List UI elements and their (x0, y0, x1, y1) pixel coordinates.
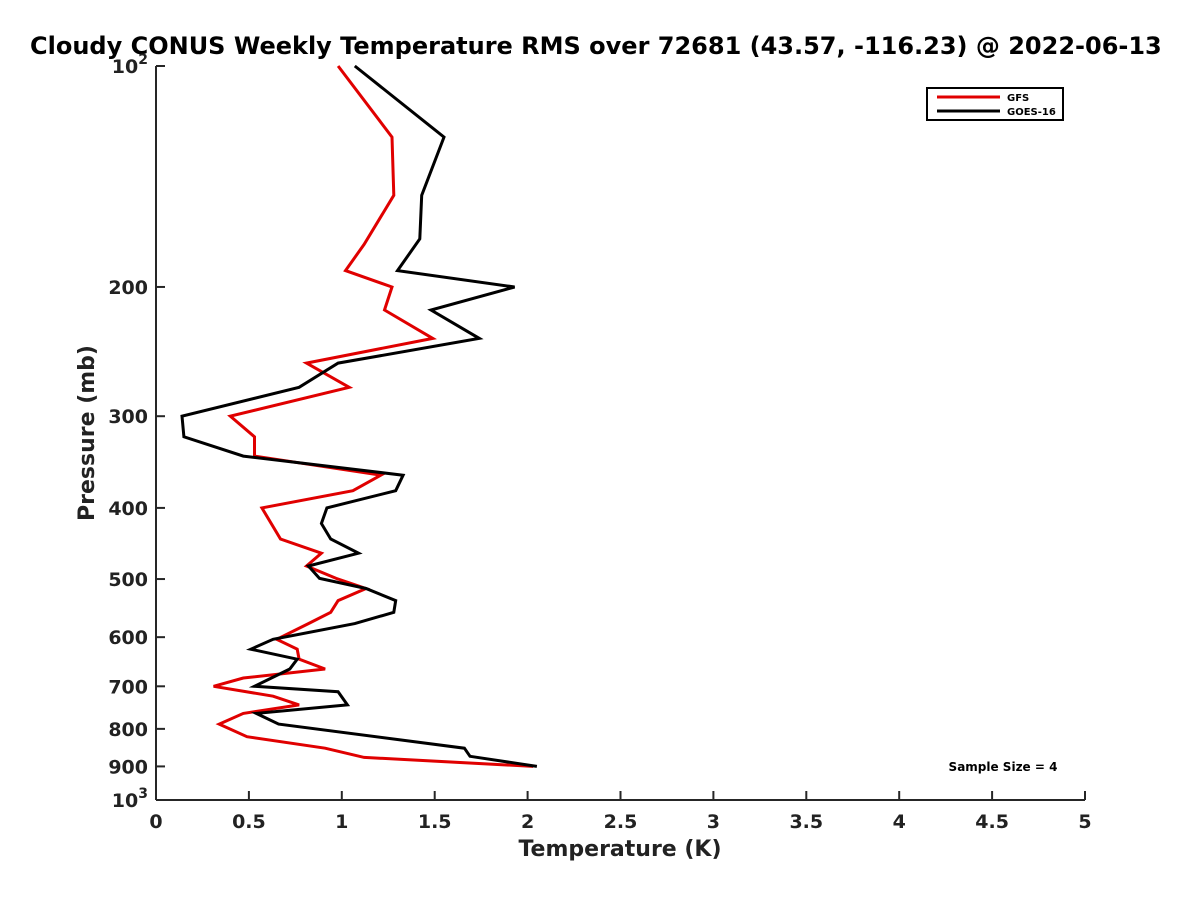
x-tick-label: 3 (707, 811, 720, 833)
y-tick-label: 900 (108, 756, 148, 778)
x-tick-label: 0.5 (232, 811, 266, 833)
x-tick-label: 1.5 (418, 811, 452, 833)
x-tick-label: 0 (149, 811, 162, 833)
x-tick-label: 4 (893, 811, 906, 833)
x-tick-label: 5 (1078, 811, 1091, 833)
x-tick-label: 1 (335, 811, 348, 833)
x-tick-label: 2.5 (604, 811, 638, 833)
y-tick-label: 700 (108, 676, 148, 698)
y-tick-label: 300 (108, 406, 148, 428)
x-axis-label: Temperature (K) (518, 837, 721, 862)
x-axis-ticks: 0 0.5 1 1.5 2 2.5 3 3.5 4 4.5 5 (149, 791, 1092, 833)
legend-label: GFS (1007, 93, 1029, 104)
chart-title: Cloudy CONUS Weekly Temperature RMS over… (30, 32, 1162, 60)
legend: GFS GOES-16 (926, 87, 1064, 121)
y-tick-label: 600 (108, 627, 148, 649)
y-tick-label: 200 (108, 277, 148, 299)
series-line-gfs (213, 65, 534, 768)
y-tick-label: 800 (108, 719, 148, 741)
y-tick-label: 500 (108, 569, 148, 591)
y-tick-label: 400 (108, 498, 148, 520)
plot-area (180, 64, 538, 768)
y-axis-ticks: 102 200 300 400 500 600 700 800 900 103 (108, 52, 165, 812)
legend-box (926, 87, 1064, 121)
y-axis-label: Pressure (mb) (75, 345, 100, 521)
x-tick-label: 3.5 (789, 811, 823, 833)
x-tick-label: 4.5 (975, 811, 1009, 833)
series-line-goes-16 (180, 64, 538, 768)
legend-label: GOES-16 (1007, 107, 1056, 118)
x-tick-label: 2 (521, 811, 534, 833)
y-tick-label: 103 (112, 786, 148, 812)
y-tick-label: 102 (112, 52, 148, 78)
sample-size-annotation: Sample Size = 4 (949, 760, 1058, 774)
